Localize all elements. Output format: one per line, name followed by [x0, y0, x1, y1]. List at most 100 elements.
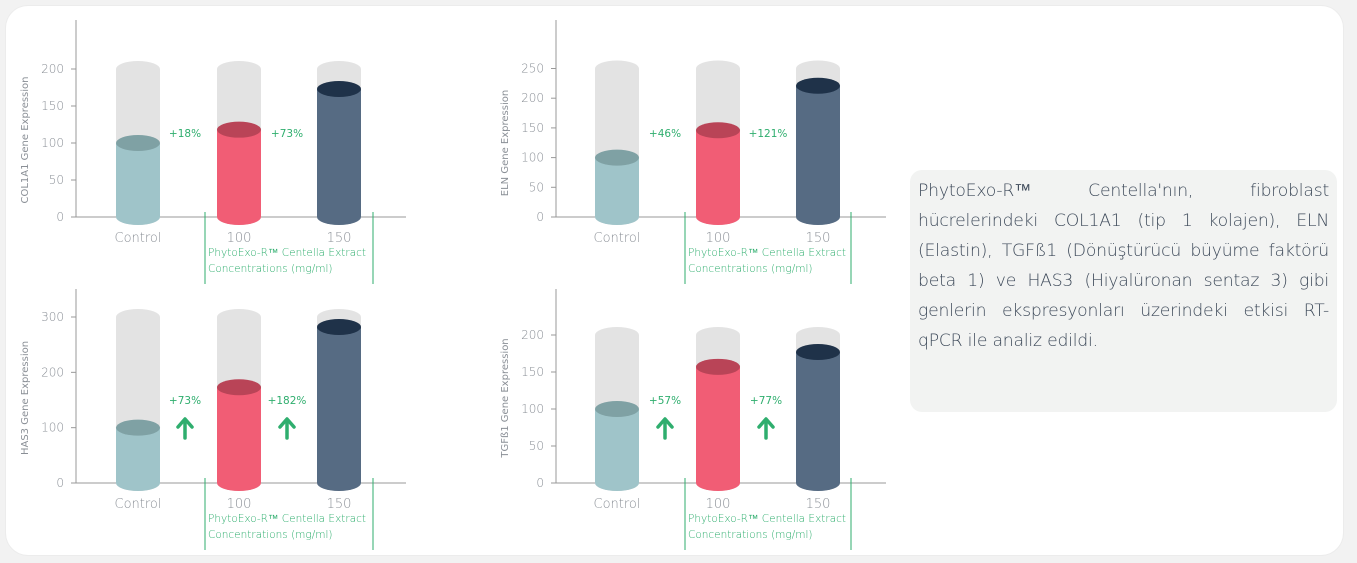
x-axis-label-line2: Concentrations (mg/ml) [688, 263, 813, 275]
bar-control [595, 401, 639, 491]
bar-top [796, 344, 840, 361]
bar-top [217, 379, 261, 396]
up-arrow-head [176, 417, 194, 429]
up-arrow-icon [176, 417, 194, 440]
bar-top [796, 77, 840, 94]
bar-100 [217, 121, 261, 225]
y-tick-label: 50 [529, 439, 544, 453]
y-tick-label: 100 [521, 151, 544, 165]
bar-top [696, 358, 740, 375]
chart-tgfß1: 0 50 100 150 200 TGFß1 Gene Expression Control… [500, 289, 886, 550]
bar-body [796, 85, 840, 225]
bar-top [595, 401, 639, 417]
bar-100 [696, 122, 740, 225]
background-cylinder-top [217, 309, 261, 326]
x-category-label: Control [115, 497, 162, 512]
bar-top [696, 122, 740, 139]
y-tick-label: 150 [41, 99, 64, 113]
x-category-label: 150 [327, 231, 352, 246]
up-arrow-icon [757, 417, 775, 440]
y-tick-label: 150 [521, 365, 544, 379]
bar-body [116, 143, 160, 225]
percent-annotation: +46% [649, 128, 681, 140]
y-axis-label: COL1A1 Gene Expression [20, 76, 31, 203]
bar-150 [317, 80, 361, 225]
background-cylinder-top [796, 327, 840, 343]
x-axis-label-line1: PhytoExo-R™ Centella Extract [208, 247, 366, 259]
x-axis-label-line2: Concentrations (mg/ml) [208, 263, 333, 275]
x-category-label: 100 [227, 231, 252, 246]
x-category-label: 100 [706, 497, 731, 512]
background-cylinder-top [116, 309, 160, 326]
bar-150 [317, 318, 361, 491]
background-cylinder-top [595, 327, 639, 343]
background-cylinder-top [696, 327, 740, 343]
bar-control [116, 419, 160, 491]
y-tick-label: 200 [41, 62, 64, 76]
x-axis-label-line2: Concentrations (mg/ml) [208, 529, 333, 541]
percent-annotation: +57% [649, 395, 681, 407]
bar-body [317, 88, 361, 225]
bar-body [217, 387, 261, 491]
y-tick-label: 300 [41, 310, 64, 324]
y-axis-label: ELN Gene Expression [500, 90, 511, 196]
x-axis-label-line1: PhytoExo-R™ Centella Extract [688, 247, 846, 259]
bar-top [317, 80, 361, 97]
bar-body [796, 352, 840, 491]
y-tick-label: 200 [521, 328, 544, 342]
y-tick-label: 100 [41, 136, 64, 150]
y-axis-label: TGFß1 Gene Expression [500, 338, 511, 458]
chart-eln: 0 50 100 150 200 250 ELN Gene Expression Contro… [500, 20, 886, 284]
y-tick-label: 0 [536, 476, 544, 490]
bar-top [116, 419, 160, 436]
y-axis-label: HAS3 Gene Expression [20, 341, 31, 455]
bar-150 [796, 344, 840, 491]
percent-annotation: +182% [268, 395, 307, 407]
up-arrow-icon [656, 417, 674, 440]
bar-body [317, 326, 361, 491]
info-text: PhytoExo-R™ Centella'nın, fibroblast hüc… [918, 181, 1329, 351]
percent-annotation: +77% [750, 395, 782, 407]
background-cylinder-top [595, 60, 639, 77]
bar-top [217, 121, 261, 138]
up-arrow-head [656, 417, 674, 429]
x-category-label: 150 [806, 231, 831, 246]
x-axis-label-line1: PhytoExo-R™ Centella Extract [208, 513, 366, 525]
percent-annotation: +73% [271, 128, 303, 140]
y-tick-label: 50 [529, 180, 544, 194]
y-tick-label: 250 [521, 62, 544, 76]
x-category-label: 150 [327, 497, 352, 512]
chart-has3: 0 100 200 300 HAS3 Gene Expression Control 100… [20, 289, 406, 550]
y-tick-label: 0 [56, 210, 64, 224]
y-tick-label: 50 [49, 173, 64, 187]
bar-body [696, 366, 740, 491]
background-cylinder-top [796, 60, 840, 77]
x-category-label: Control [594, 231, 641, 246]
y-tick-label: 150 [521, 121, 544, 135]
up-arrow-head [278, 417, 296, 429]
y-tick-label: 200 [41, 365, 64, 379]
percent-annotation: +121% [749, 128, 788, 140]
bar-body [595, 409, 639, 491]
info-box: PhytoExo-R™ Centella'nın, fibroblast hüc… [910, 170, 1337, 412]
percent-annotation: +73% [169, 395, 201, 407]
y-tick-label: 200 [521, 91, 544, 105]
up-arrow-head [757, 417, 775, 429]
bar-top [317, 318, 361, 335]
y-tick-label: 0 [56, 476, 64, 490]
x-category-label: 100 [227, 497, 252, 512]
bar-body [116, 427, 160, 491]
bar-body [696, 130, 740, 225]
x-category-label: Control [594, 497, 641, 512]
bar-body [217, 129, 261, 225]
bar-150 [796, 77, 840, 225]
bar-control [116, 135, 160, 225]
background-cylinder-top [116, 61, 160, 77]
x-axis-label-line1: PhytoExo-R™ Centella Extract [688, 513, 846, 525]
x-category-label: 150 [806, 497, 831, 512]
x-category-label: Control [115, 231, 162, 246]
bar-control [595, 149, 639, 225]
bar-top [595, 149, 639, 166]
x-category-label: 100 [706, 231, 731, 246]
